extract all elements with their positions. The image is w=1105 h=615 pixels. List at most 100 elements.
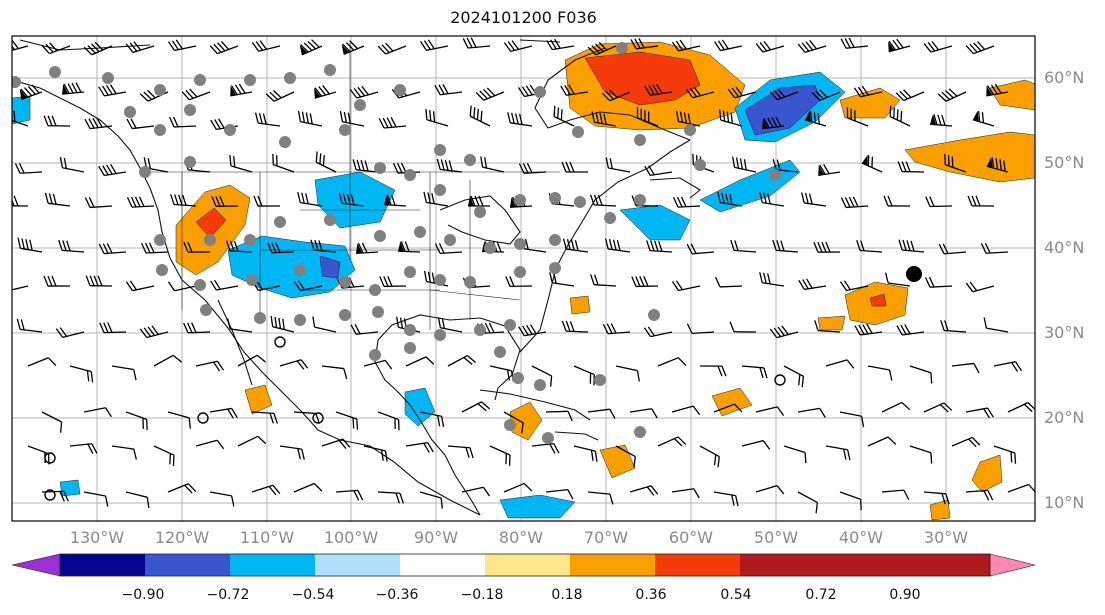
colorbar-tick-label: −0.54 bbox=[291, 587, 335, 603]
station-dot bbox=[534, 379, 546, 391]
wind-barb bbox=[419, 39, 449, 52]
station-dot bbox=[549, 262, 561, 274]
wind-barb bbox=[713, 39, 743, 52]
wind-barb bbox=[489, 445, 511, 466]
coastline bbox=[217, 299, 253, 386]
wind-barb bbox=[923, 402, 953, 413]
wind-barb bbox=[518, 162, 547, 174]
station-dot bbox=[156, 264, 168, 276]
wind-barb bbox=[602, 323, 631, 335]
wind-barb bbox=[685, 86, 715, 99]
wind-barb bbox=[930, 114, 953, 127]
wind-barb bbox=[937, 88, 967, 102]
wind-barb bbox=[657, 436, 687, 447]
wind-barb bbox=[686, 323, 715, 335]
wind-barb bbox=[237, 435, 267, 447]
wind-barb bbox=[503, 411, 524, 434]
wind-barb bbox=[12, 110, 29, 127]
wind-barb bbox=[730, 239, 757, 253]
wind-barb bbox=[646, 240, 673, 253]
station-dot bbox=[484, 242, 496, 254]
wind-barb bbox=[545, 489, 574, 500]
wind-barb bbox=[741, 440, 771, 450]
station-dot bbox=[634, 194, 646, 206]
wind-barb bbox=[854, 323, 883, 336]
coastline bbox=[519, 139, 691, 353]
wind-barb bbox=[867, 436, 897, 447]
wind-barb bbox=[98, 243, 127, 255]
wind-barb bbox=[253, 195, 281, 207]
longitude-label: 110°W bbox=[239, 528, 295, 547]
wind-barb bbox=[85, 275, 113, 287]
station-dot bbox=[244, 234, 256, 246]
wind-barb bbox=[561, 320, 589, 333]
station-dot bbox=[324, 64, 336, 76]
wind-barb bbox=[352, 159, 379, 173]
latitude-label: 50°N bbox=[1044, 153, 1085, 172]
station-dot bbox=[464, 276, 476, 288]
station-dot bbox=[512, 372, 524, 384]
station-dot bbox=[474, 324, 486, 336]
wind-barb bbox=[671, 488, 700, 499]
station-dot bbox=[594, 374, 606, 386]
anomaly-contour bbox=[319, 255, 341, 279]
wind-barb bbox=[209, 41, 239, 55]
anomaly-contour bbox=[59, 479, 81, 497]
station-dot bbox=[194, 74, 206, 86]
station-dot bbox=[616, 42, 628, 54]
station-dot bbox=[200, 304, 212, 316]
wind-barb bbox=[883, 195, 911, 207]
station-dot bbox=[154, 124, 166, 136]
longitude-label: 120°W bbox=[154, 528, 210, 547]
wind-barb bbox=[84, 197, 113, 209]
wind-barb bbox=[392, 162, 421, 174]
wind-barb bbox=[840, 196, 869, 209]
wind-barb bbox=[983, 317, 1009, 333]
wind-barb bbox=[825, 445, 851, 461]
wind-barb bbox=[436, 158, 463, 173]
wind-barb bbox=[447, 355, 477, 367]
wind-barb bbox=[349, 85, 379, 99]
wind-barb bbox=[377, 411, 400, 431]
wind-barb bbox=[384, 194, 407, 207]
wind-barb bbox=[755, 484, 785, 495]
wind-barb bbox=[672, 196, 701, 208]
longitude-label: 130°W bbox=[69, 528, 125, 547]
wind-barb bbox=[671, 280, 701, 292]
wind-barb bbox=[14, 162, 43, 174]
wind-barb bbox=[447, 445, 474, 459]
wind-barb bbox=[12, 285, 29, 292]
wind-barb bbox=[944, 153, 967, 173]
wind-barb bbox=[643, 326, 673, 338]
wind-barb bbox=[630, 38, 659, 50]
station-dot bbox=[534, 86, 546, 98]
station-dot bbox=[374, 162, 386, 174]
wind-barb bbox=[924, 276, 953, 288]
station-dot bbox=[434, 144, 446, 156]
wind-barb bbox=[925, 196, 953, 208]
wind-barb bbox=[503, 40, 533, 52]
wind-barb bbox=[801, 192, 827, 207]
wind-barb bbox=[170, 194, 197, 207]
wind-barb bbox=[729, 321, 757, 333]
wind-barb bbox=[718, 109, 743, 127]
station-dot bbox=[604, 212, 616, 224]
station-dot bbox=[284, 72, 296, 84]
wind-barb bbox=[397, 241, 421, 253]
station-dot bbox=[574, 196, 586, 208]
wind-barb bbox=[713, 403, 743, 413]
coastline bbox=[649, 177, 701, 199]
wind-barb bbox=[839, 491, 862, 511]
station-dot bbox=[504, 319, 516, 331]
wind-barb bbox=[762, 116, 785, 130]
station-dot bbox=[634, 134, 646, 146]
wind-barb bbox=[546, 38, 575, 51]
wind-barb bbox=[44, 192, 71, 207]
wind-barb bbox=[839, 280, 869, 292]
colorbar-tick-label: 0.90 bbox=[889, 587, 921, 603]
wind-barb bbox=[631, 276, 659, 288]
wind-barb bbox=[769, 325, 799, 339]
colorbar-swatch bbox=[740, 554, 825, 576]
colorbar-swatch bbox=[485, 554, 570, 576]
wind-barb bbox=[321, 438, 351, 449]
